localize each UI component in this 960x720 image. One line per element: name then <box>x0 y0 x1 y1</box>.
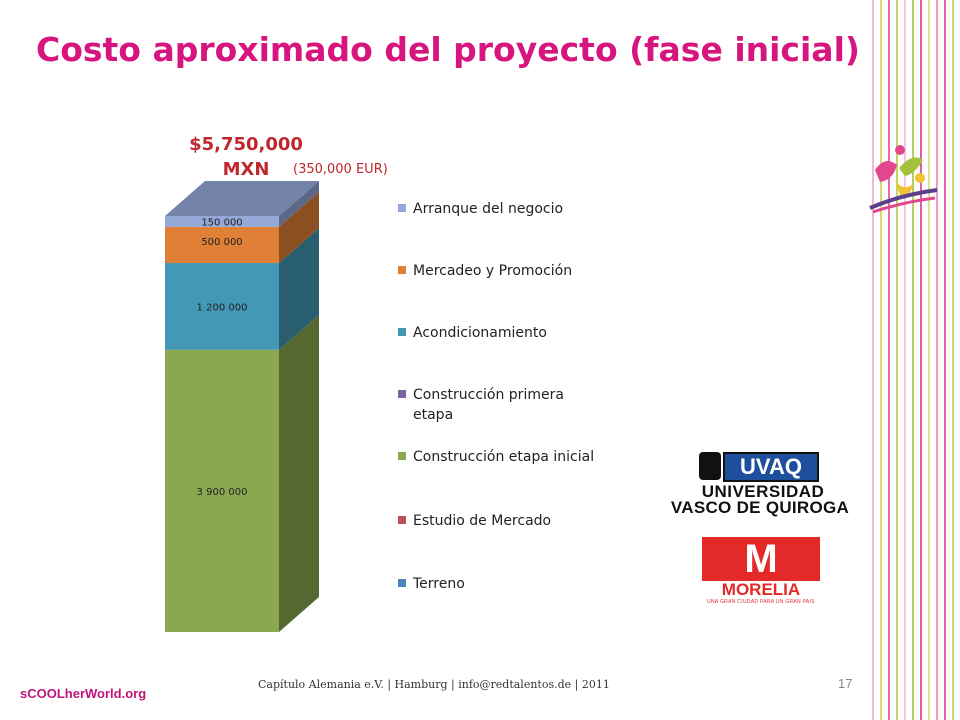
slide-title: Costo aproximado del proyecto (fase inic… <box>36 30 860 69</box>
legend-label: Terreno <box>413 576 465 592</box>
scoolherworld-logo <box>869 145 938 214</box>
legend-label: Mercadeo y Promoción <box>413 263 573 279</box>
bar-data-label: 500 000 <box>201 237 242 248</box>
legend-swatch <box>398 579 406 587</box>
uvaq-logo: UVAQ UNIVERSIDAD VASCO DE QUIROGA <box>655 448 865 520</box>
legend-swatch <box>398 452 406 460</box>
legend-label: Acondicionamiento <box>413 325 547 341</box>
chart-subtitle: (350,000 EUR) <box>293 162 388 177</box>
bar-segment-side <box>279 191 319 264</box>
bar-segment-side <box>279 181 319 227</box>
legend-label: Construcción etapa inicial <box>413 449 595 465</box>
chart-total-label: $5,750,000 MXN <box>189 134 303 180</box>
slide-footer: Capítulo Alemania e.V. | Hamburg | info@… <box>258 678 610 691</box>
morelia-mark: M <box>744 537 778 581</box>
legend-label: Arranque del negocio <box>413 201 564 217</box>
page-number: 17 <box>838 676 853 691</box>
bar-segment <box>165 226 279 264</box>
morelia-mark-box: M <box>702 537 820 581</box>
logo-figure-ball <box>915 173 925 183</box>
bar-segment <box>165 216 279 227</box>
morelia-wordmark: MORELIA <box>721 580 801 599</box>
logo-figure-arm <box>899 157 923 176</box>
bar-top-face <box>165 181 319 216</box>
uvaq-name-line2: VASCO DE QUIROGA <box>670 498 850 517</box>
morelia-logo: M MORELIA UNA GRAN CIUDAD PARA UN GRAN P… <box>700 537 822 607</box>
legend-swatch <box>398 390 406 398</box>
legend-swatch <box>398 266 406 274</box>
bar-segment-side <box>279 228 319 350</box>
legend-label: Construcción primera etapa <box>413 387 564 423</box>
uvaq-badge: UVAQ <box>723 452 819 482</box>
decorative-stripes <box>872 0 954 720</box>
uvaq-name-line1: UNIVERSIDAD <box>701 482 825 501</box>
bar-segment-side <box>279 314 319 632</box>
logo-swoosh-2 <box>872 196 936 214</box>
bar-data-label: 150 000 <box>201 217 242 228</box>
legend-swatch <box>398 516 406 524</box>
bar-data-label: 1 200 000 <box>197 302 248 313</box>
brand-footer: sCOOLherWorld.org <box>20 686 147 701</box>
logo-figure-body <box>875 161 897 182</box>
bar-segment <box>165 349 279 632</box>
legend-swatch <box>398 328 406 336</box>
logo-figure-head <box>895 145 905 155</box>
legend-swatch <box>398 204 406 212</box>
legend-label: Estudio de Mercado <box>413 513 552 529</box>
bar-segment <box>165 263 279 350</box>
morelia-tagline: UNA GRAN CIUDAD PARA UN GRAN PAIS <box>707 599 815 605</box>
logo-swoosh <box>869 188 938 210</box>
bar-data-label: 3 900 000 <box>197 487 248 498</box>
uvaq-seal-icon <box>699 452 721 480</box>
